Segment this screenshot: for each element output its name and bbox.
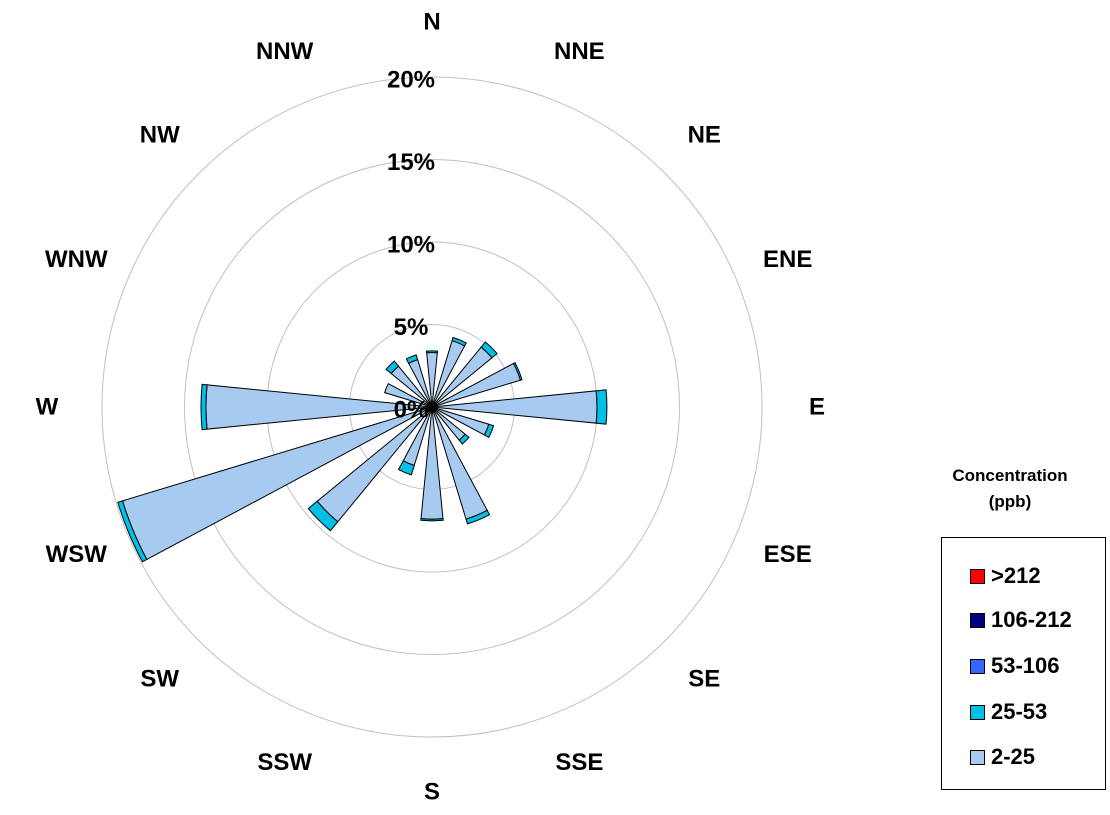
legend-label: 2-25: [991, 744, 1035, 770]
petals: [118, 338, 607, 562]
direction-label-WNW: WNW: [45, 246, 108, 273]
legend-item-53-106: 53-106: [970, 653, 1060, 679]
legend-title: Concentration (ppb): [918, 463, 1102, 515]
legend-item-25-53: 25-53: [970, 699, 1047, 725]
radial-tick-label: 0%: [394, 397, 429, 424]
legend-label: 106-212: [991, 607, 1072, 633]
direction-label-NE: NE: [688, 121, 721, 148]
radial-tick-label: 15%: [387, 149, 435, 176]
radial-tick-label: 20%: [387, 67, 435, 94]
direction-label-SW: SW: [140, 666, 179, 693]
direction-label-NNE: NNE: [554, 38, 605, 65]
petal-WSW-2-25: [123, 407, 432, 559]
direction-label-S: S: [424, 779, 440, 806]
direction-label-ENE: ENE: [763, 246, 812, 273]
direction-label-ESE: ESE: [764, 541, 812, 568]
direction-label-E: E: [809, 394, 825, 421]
legend: >212 106-212 53-106 25-53 2-25: [941, 537, 1106, 790]
petal-S-25-53: [421, 519, 443, 521]
legend-item-2-25: 2-25: [970, 744, 1035, 770]
legend-swatch: [970, 750, 985, 765]
petal-N-25-53: [427, 351, 438, 353]
direction-label-SSW: SSW: [257, 749, 312, 776]
legend-label: >212: [991, 563, 1041, 589]
direction-label-NNW: NNW: [256, 38, 314, 65]
legend-swatch: [970, 613, 985, 628]
direction-label-SSE: SSE: [555, 749, 603, 776]
legend-item-106-212: 106-212: [970, 607, 1072, 633]
direction-label-NW: NW: [140, 121, 180, 148]
legend-title-line2: (ppb): [918, 489, 1102, 515]
direction-label-SE: SE: [688, 666, 720, 693]
legend-label: 25-53: [991, 699, 1047, 725]
radial-tick-label: 5%: [394, 314, 429, 341]
direction-label-WSW: WSW: [46, 541, 108, 568]
petal-W-25-53: [201, 384, 207, 429]
legend-swatch: [970, 705, 985, 720]
legend-swatch: [970, 569, 985, 584]
legend-title-line1: Concentration: [918, 463, 1102, 489]
direction-label-W: W: [36, 394, 59, 421]
radial-tick-label: 10%: [387, 232, 435, 259]
direction-label-N: N: [423, 9, 440, 36]
legend-label: 53-106: [991, 653, 1060, 679]
legend-item-gt212: >212: [970, 563, 1041, 589]
petal-E-25-53: [596, 390, 607, 424]
legend-swatch: [970, 659, 985, 674]
